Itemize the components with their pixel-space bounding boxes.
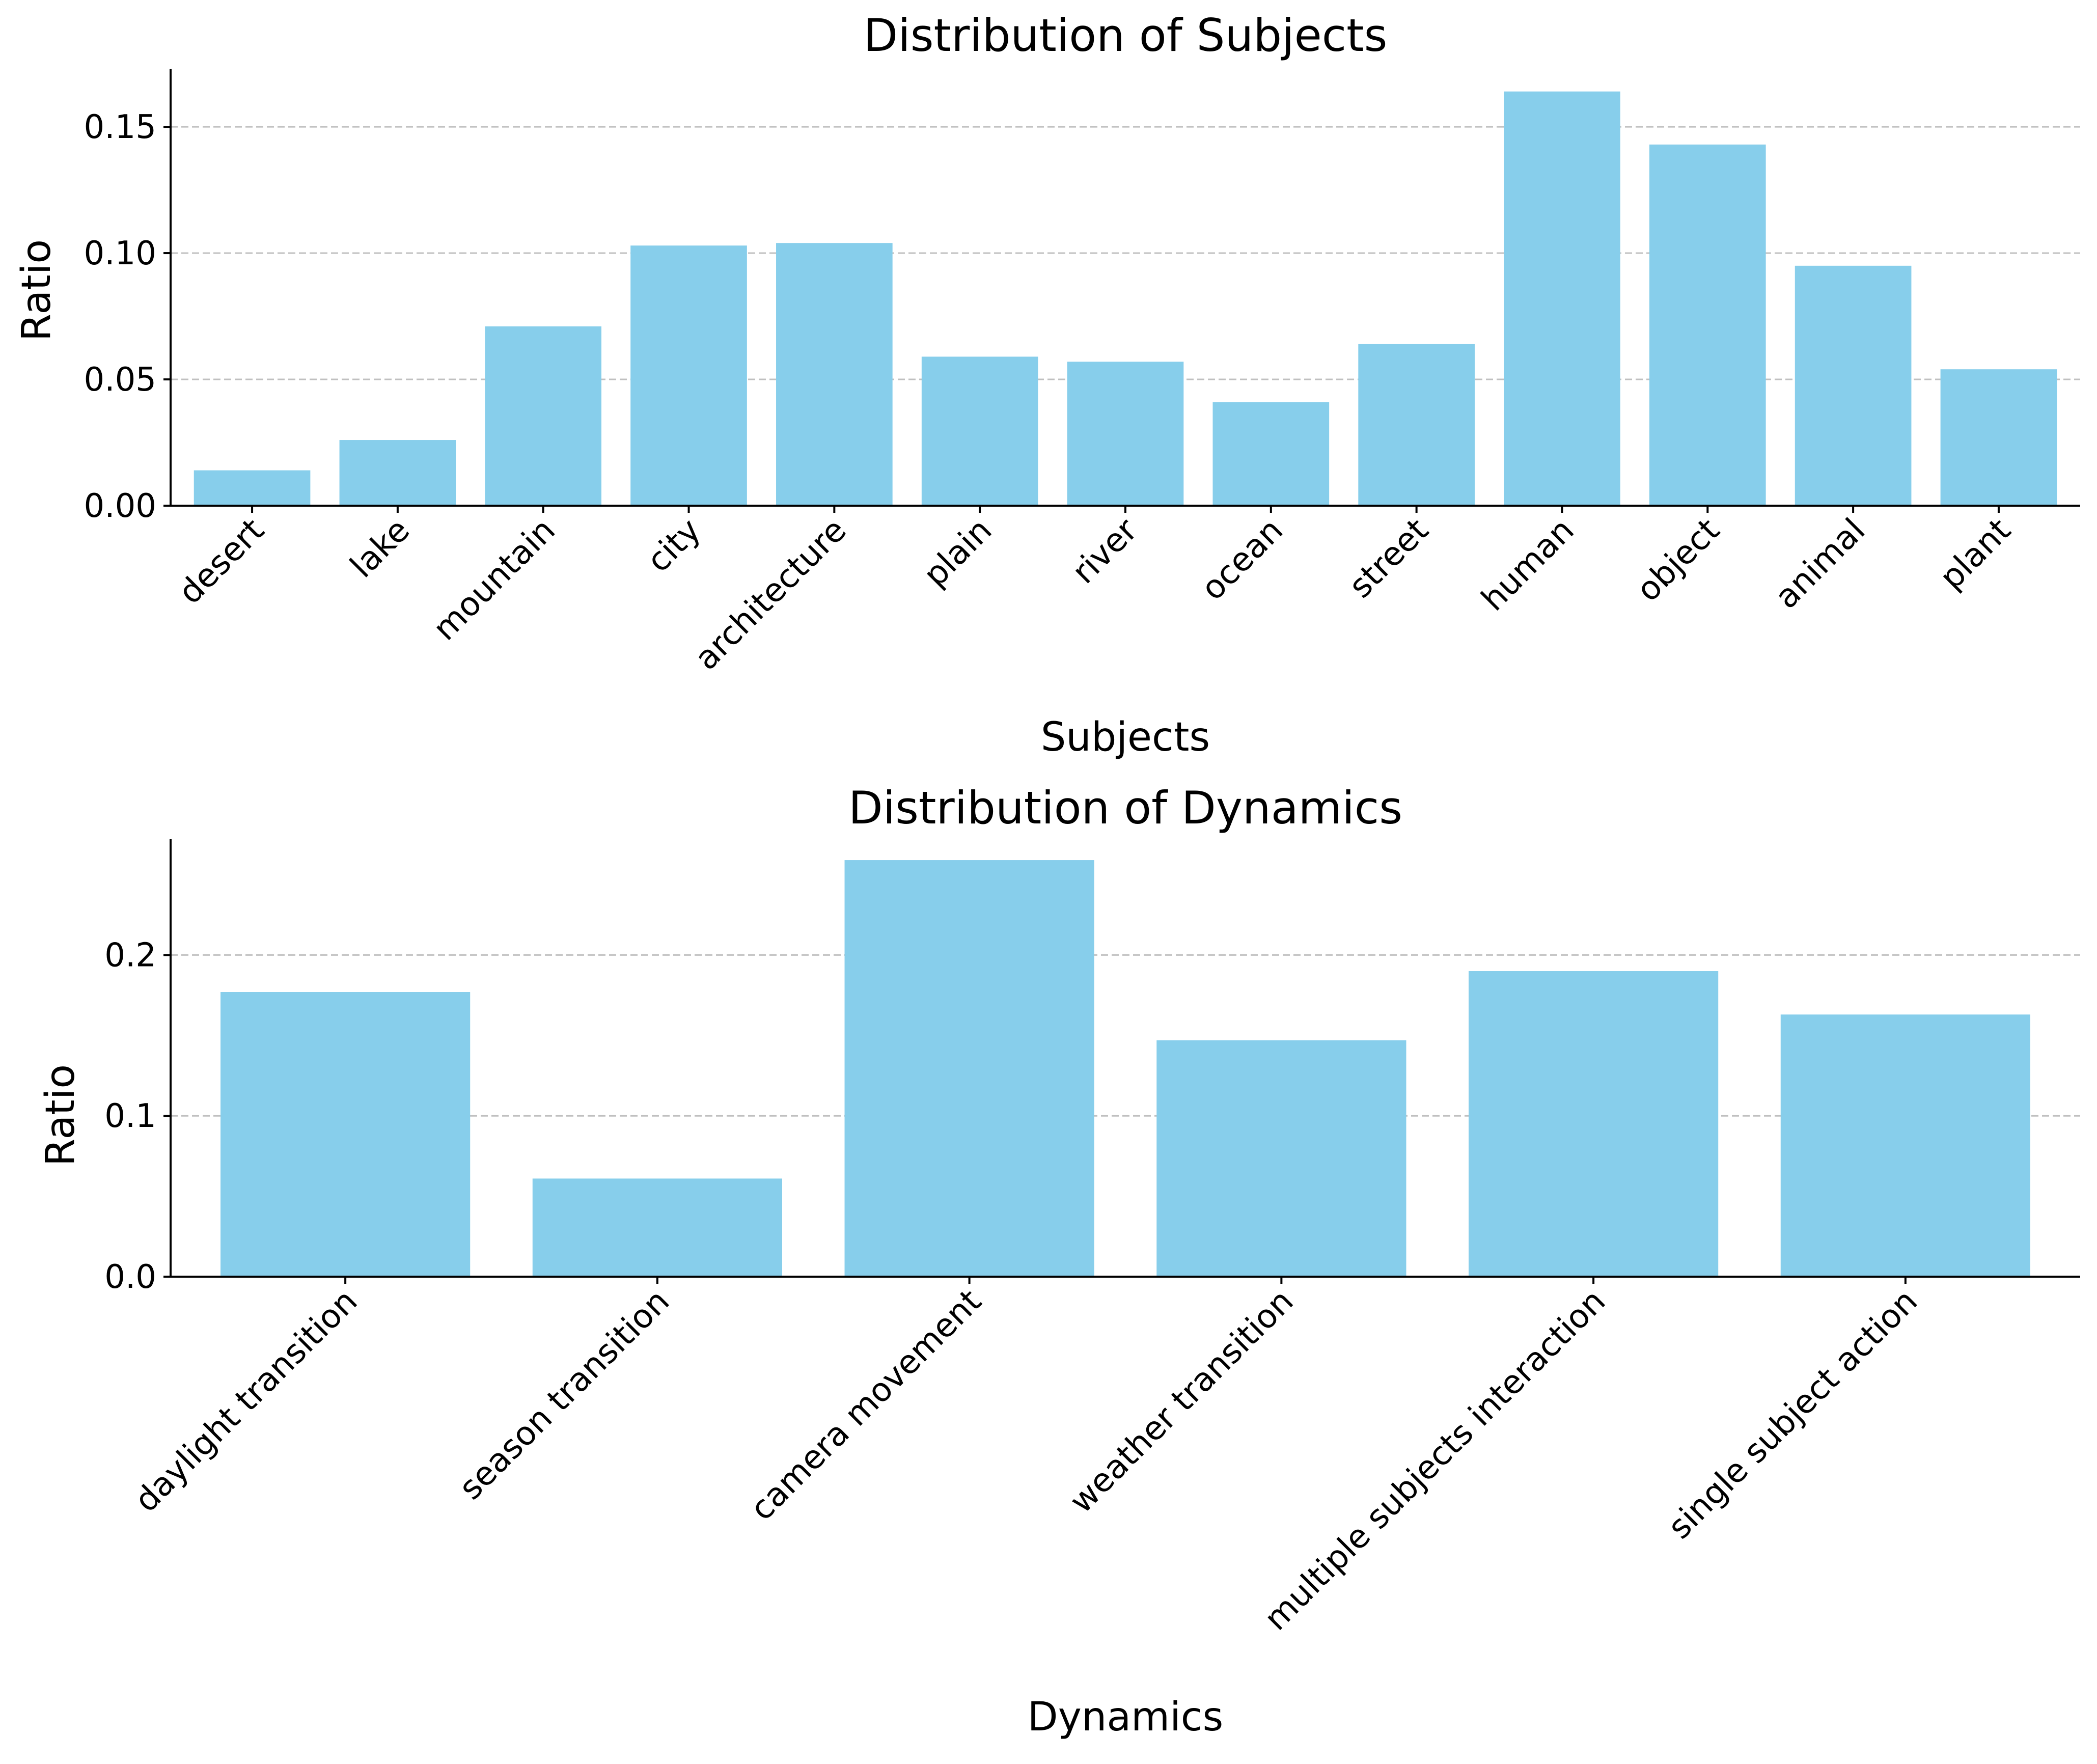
subjects-bar-river [1067,362,1184,506]
subjects-bar-street [1358,344,1475,506]
dynamics-bar-single-subject-action [1780,1014,2030,1277]
dynamics-axes [170,839,2080,1278]
dynamics-y-axis-label: Ratio [38,1064,84,1166]
subjects-bar-plain [921,356,1038,506]
dynamics-bars [220,860,2030,1277]
dynamics-x-ticks: daylight transition season transition came… [127,1277,1925,1638]
dynamics-x-tick-label: multiple subjects interaction [1257,1282,1613,1638]
subjects-x-tick-label: lake [343,511,417,585]
dynamics-x-tick-label: season transition [452,1282,677,1507]
dynamics-y-ticks: 0.0 0.1 0.2 [104,936,171,1296]
subjects-x-tick-label: animal [1768,511,1873,616]
dynamics-y-tick-label: 0.2 [104,936,156,974]
subjects-y-ticks: 0.00 0.05 0.10 0.15 [84,108,171,525]
subjects-bar-ocean [1212,402,1330,506]
dynamics-chart-title: Distribution of Dynamics [848,782,1402,834]
subjects-y-tick-label: 0.00 [84,487,157,525]
subjects-x-tick-label: city [640,511,708,580]
subjects-x-tick-label: ocean [1194,511,1290,608]
dynamics-y-tick-label: 0.1 [104,1097,156,1135]
dynamics-bar-season-transition [532,1178,782,1277]
subjects-x-tick-label: desert [172,511,272,612]
dynamics-x-tick-label: camera movement [743,1282,988,1528]
subjects-x-tick-label: mountain [426,511,563,648]
subjects-x-tick-label: river [1065,511,1145,591]
subjects-bar-animal [1795,265,1912,506]
subjects-bars [194,91,2057,506]
subjects-bar-human [1504,91,1620,506]
dynamics-x-tick-label: weather transition [1063,1282,1301,1521]
subjects-x-tick-label: architecture [687,511,853,677]
subjects-x-axis-label: Subjects [1041,714,1210,760]
subjects-y-tick-label: 0.10 [84,235,157,272]
subjects-x-tick-label: street [1342,511,1436,605]
dynamics-chart: Distribution of Dynamics Ratio Dynamics … [38,782,2080,1740]
subjects-axes [170,69,2080,507]
dynamics-bar-multiple-subjects-interaction [1469,971,1719,1277]
subjects-bar-desert [194,470,311,506]
subjects-x-tick-label: plant [1933,511,2018,597]
subjects-chart: Distribution of Subjects Ratio Subjects … [14,9,2080,760]
subjects-bar-city [630,245,747,506]
subjects-x-tick-label: human [1474,511,1581,618]
subjects-bar-lake [339,440,456,506]
subjects-y-tick-label: 0.15 [84,108,157,146]
dynamics-bar-camera-movement [844,860,1094,1277]
subjects-x-tick-label: object [1630,511,1727,609]
subjects-bar-object [1649,144,1766,506]
dynamics-x-tick-label: daylight transition [127,1282,365,1520]
dynamics-x-tick-label: single subject action [1661,1282,1925,1546]
subjects-bar-architecture [776,243,893,506]
subjects-bar-mountain [485,326,602,506]
dynamics-bar-weather-transition [1156,1040,1406,1277]
dynamics-x-axis-label: Dynamics [1028,1694,1224,1740]
subjects-y-axis-label: Ratio [14,239,60,341]
subjects-y-tick-label: 0.05 [84,361,157,399]
dynamics-y-tick-label: 0.0 [104,1258,156,1296]
dynamics-bar-daylight-transition [220,992,471,1277]
subjects-x-tick-label: plain [917,511,1000,594]
subjects-bar-plant [1940,369,2057,506]
subjects-chart-title: Distribution of Subjects [864,9,1388,62]
